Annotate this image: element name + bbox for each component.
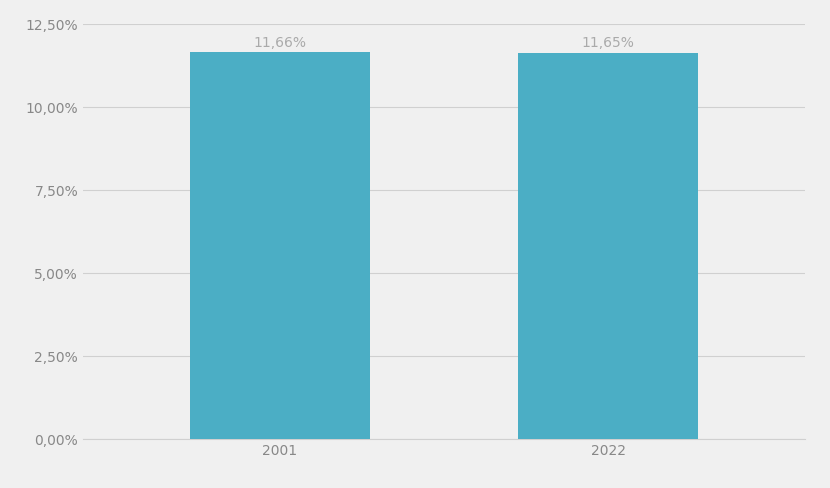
Text: 11,65%: 11,65% xyxy=(582,36,635,50)
Bar xyxy=(518,53,698,439)
Text: 11,66%: 11,66% xyxy=(253,36,306,50)
Bar xyxy=(190,52,370,439)
